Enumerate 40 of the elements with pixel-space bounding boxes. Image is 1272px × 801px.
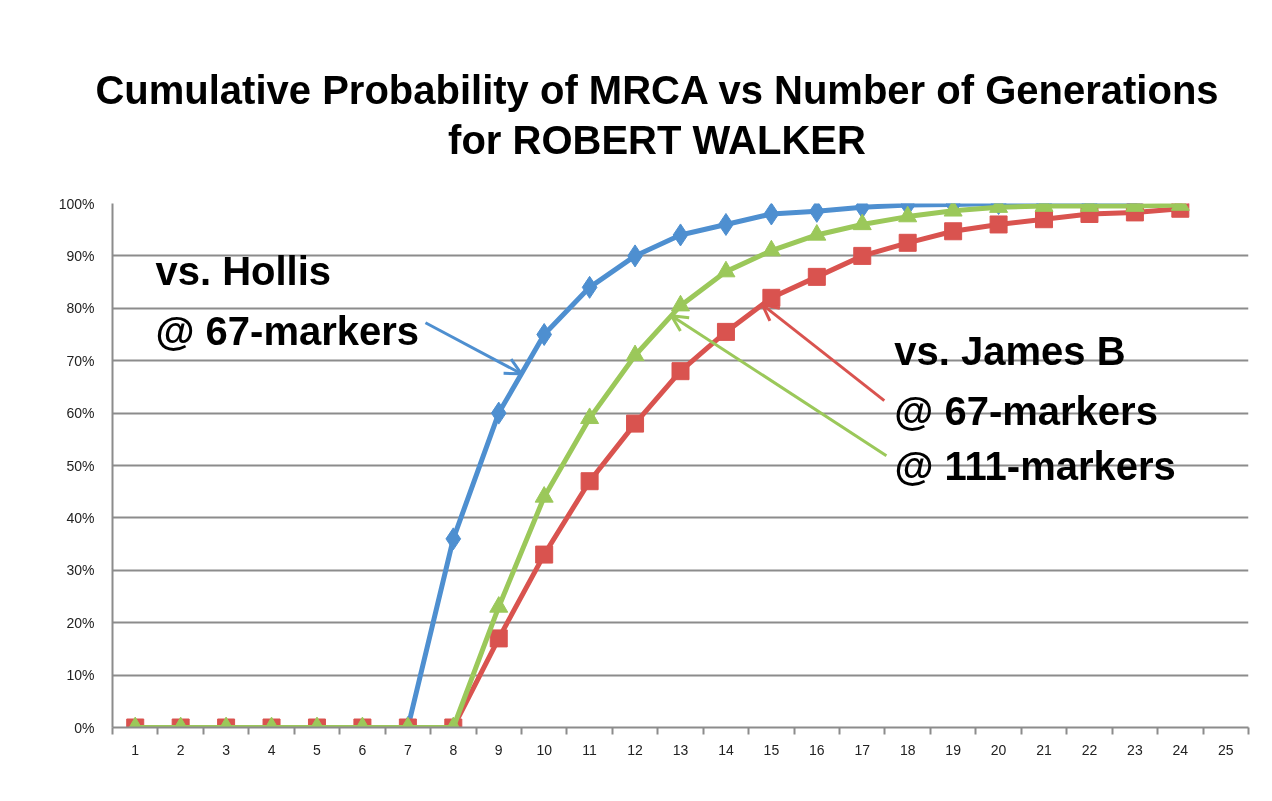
y-tick-label: 70% (66, 352, 95, 369)
x-tick-label: 25 (1217, 741, 1234, 758)
x-tick-label: 1 (131, 741, 140, 758)
x-tick-label: 14 (718, 741, 734, 758)
x-tick-label: 20 (990, 741, 1007, 758)
x-tick-label: 2 (176, 741, 185, 758)
y-tick-label: 10% (66, 667, 95, 684)
y-tick-label: 90% (66, 247, 95, 264)
annotation: vs. James B @ 67-markers (894, 328, 1158, 433)
y-tick-label: 100% (58, 195, 95, 212)
x-tick-label: 12 (627, 741, 644, 758)
y-tick-label: 0% (74, 719, 95, 736)
chart-title: Cumulative Probability of MRCA vs Number of Generations for ROBERT WALKER (95, 67, 1219, 164)
x-tick-label: 17 (854, 741, 871, 758)
x-tick-label: 21 (1036, 741, 1053, 758)
x-tick-label: 7 (403, 741, 412, 758)
x-tick-label: 8 (449, 741, 458, 758)
x-tick-label: 3 (222, 741, 231, 758)
annotation: @ 111-markers (894, 443, 1176, 488)
x-tick-label: 15 (763, 741, 780, 758)
x-tick-label: 18 (899, 741, 916, 758)
x-tick-label: 9 (494, 741, 503, 758)
x-tick-label: 13 (672, 741, 689, 758)
annotation: vs. Hollis @ 67-markers (155, 248, 420, 354)
y-tick-label: 20% (66, 614, 95, 631)
x-tick-label: 22 (1081, 741, 1098, 758)
x-tick-label: 5 (313, 741, 322, 758)
y-tick-label: 80% (66, 300, 95, 317)
y-tick-label: 60% (66, 405, 95, 422)
x-tick-label: 4 (267, 741, 276, 758)
x-tick-label: 10 (536, 741, 553, 758)
x-tick-label: 16 (809, 741, 825, 758)
y-tick-label: 30% (66, 562, 95, 579)
x-tick-label: 6 (358, 741, 367, 758)
x-tick-label: 11 (582, 741, 598, 758)
x-tick-label: 23 (1127, 741, 1143, 758)
y-tick-label: 50% (66, 457, 95, 474)
x-tick-label: 24 (1172, 741, 1189, 758)
x-tick-label: 19 (945, 741, 962, 758)
y-tick-label: 40% (66, 509, 95, 526)
